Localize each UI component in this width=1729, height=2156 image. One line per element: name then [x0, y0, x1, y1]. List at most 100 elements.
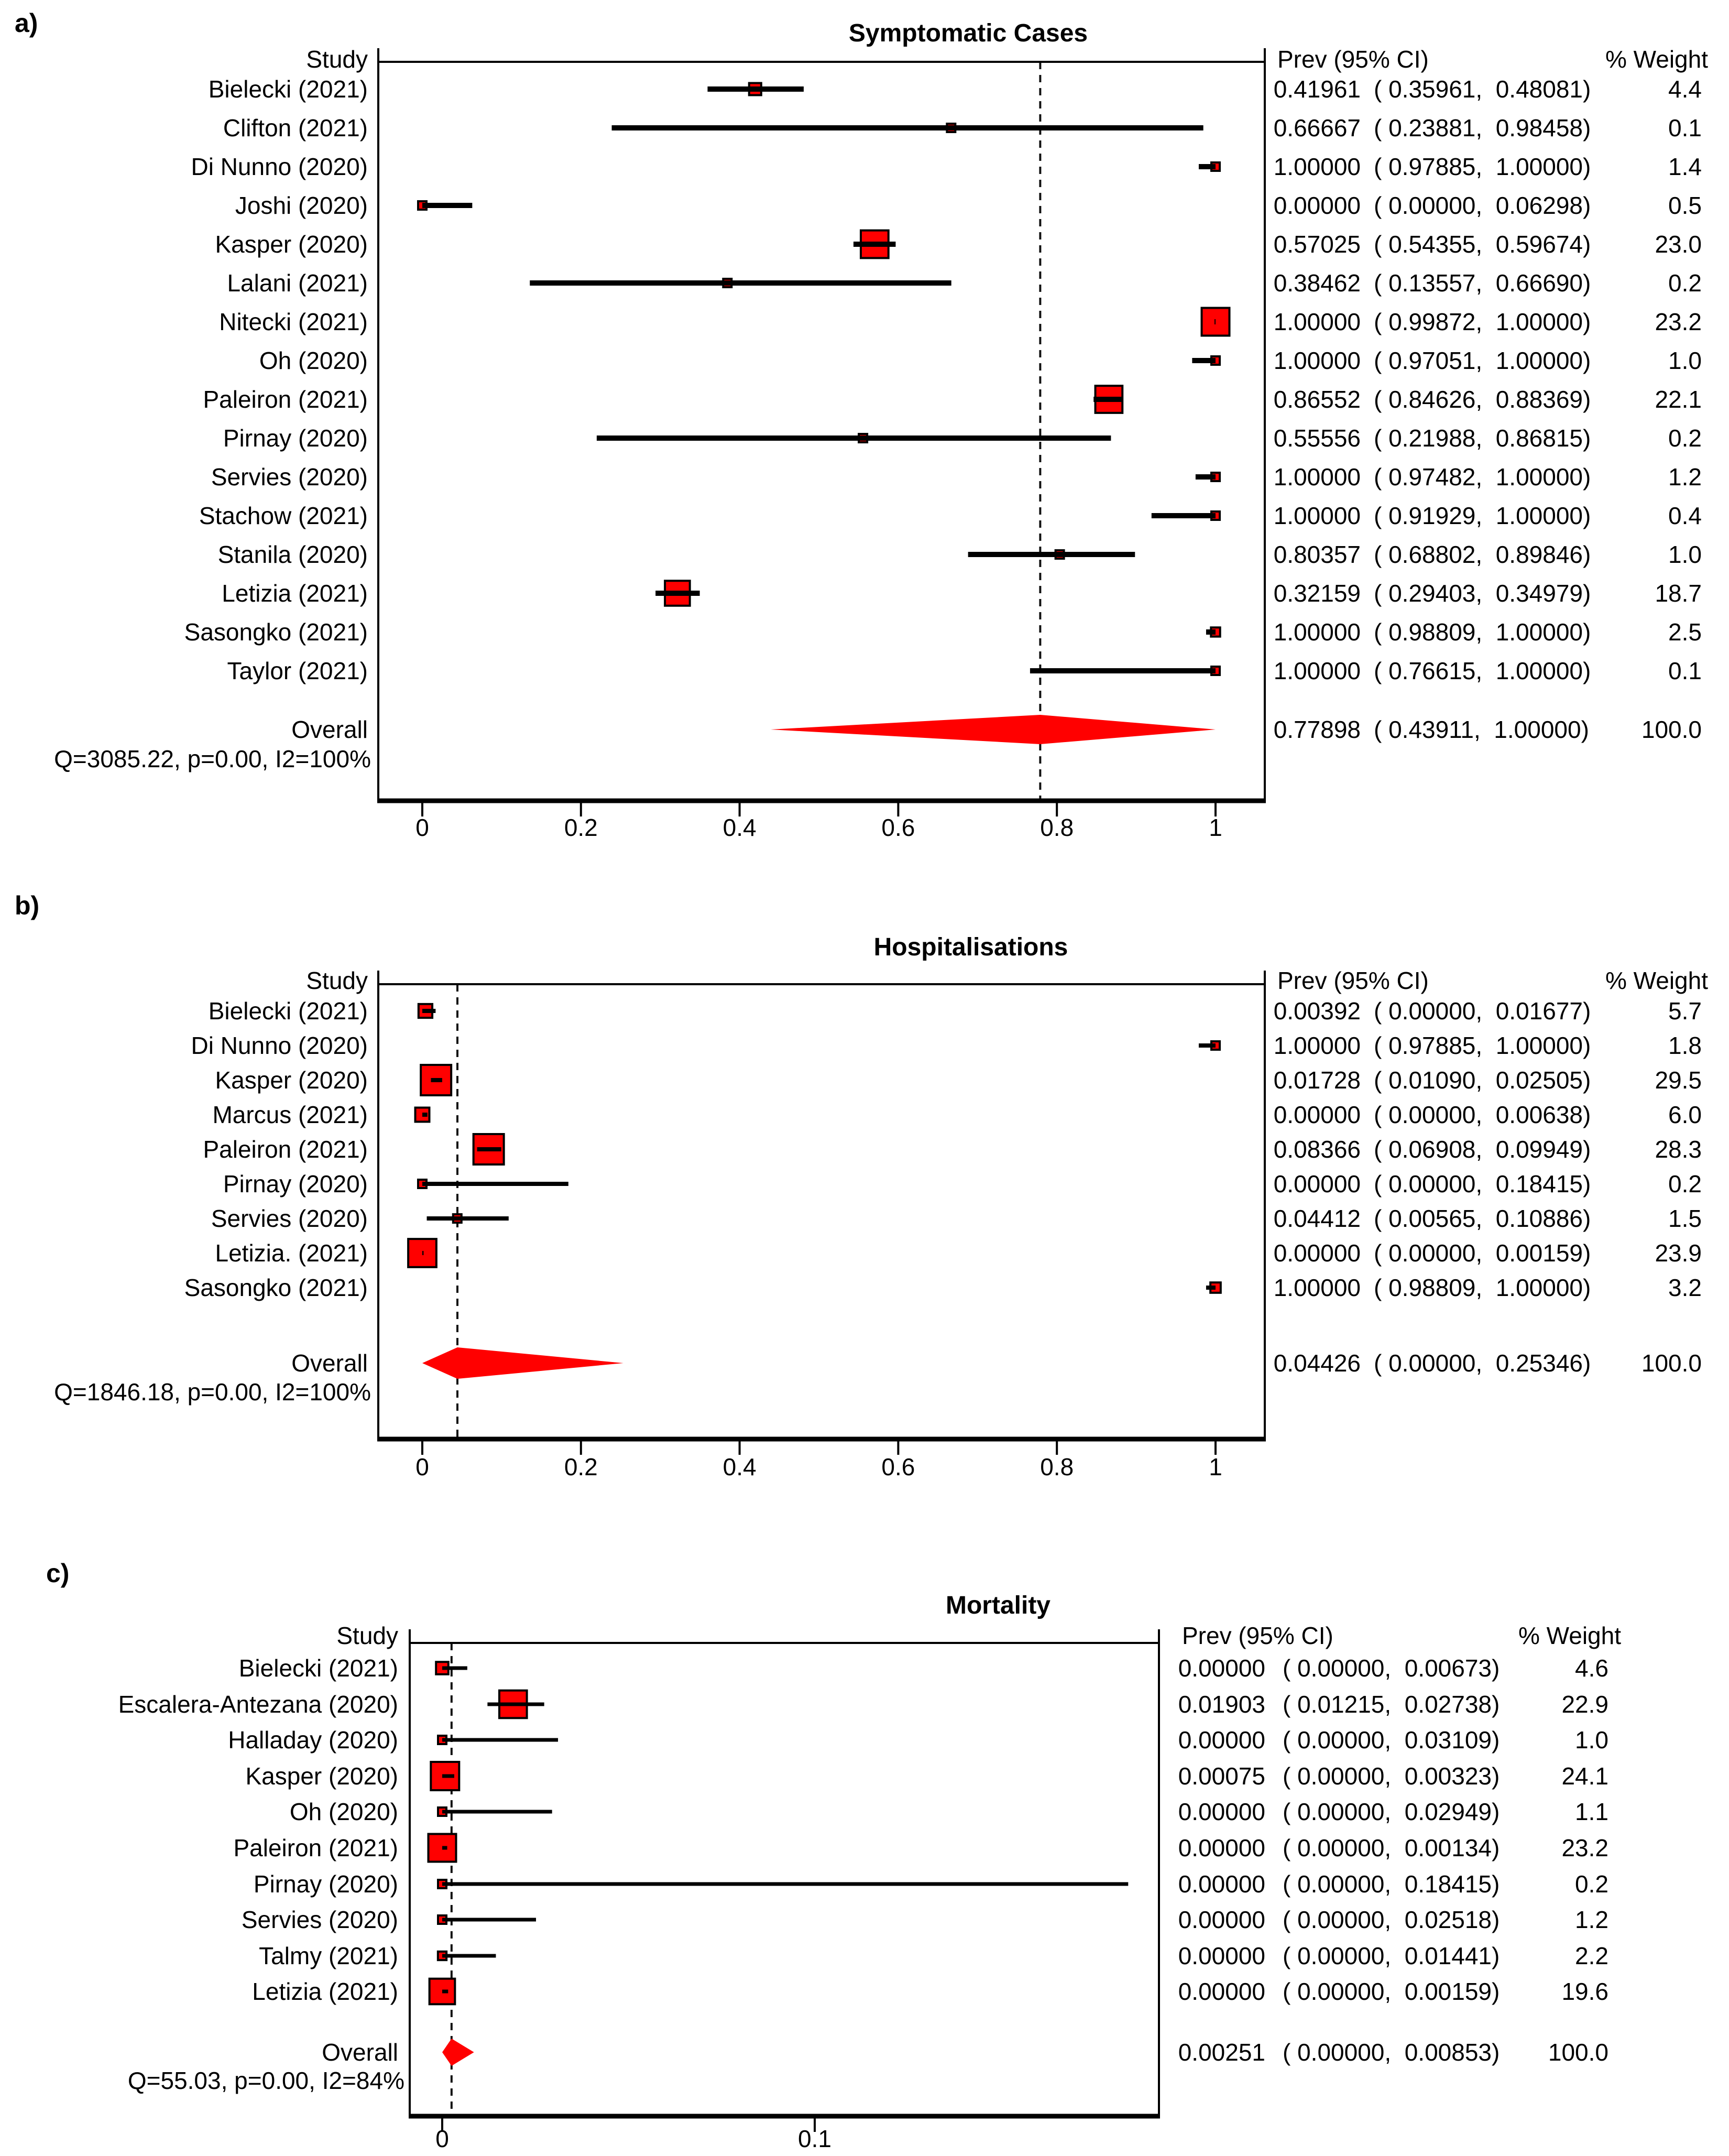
prev-value: 0.66667 — [1273, 114, 1361, 141]
prev-value: 0.00000 — [1178, 1870, 1265, 1898]
weight-value: 3.2 — [1668, 1274, 1702, 1301]
ci-value: ( 0.00000, 0.00853) — [1283, 2039, 1500, 2066]
weight-value: 1.5 — [1668, 1205, 1702, 1232]
ci-value: ( 0.00000, 0.01441) — [1283, 1942, 1500, 1969]
ci-value: ( 0.68802, 0.89846) — [1374, 541, 1591, 568]
overall-diamond — [770, 715, 1216, 744]
weight-value: 2.5 — [1668, 618, 1702, 646]
weight-value: 0.2 — [1575, 1870, 1608, 1898]
weight-value: 100.0 — [1641, 1349, 1702, 1377]
study-label: Sasongko (2021) — [184, 618, 368, 646]
axis-tick-label: 0.6 — [881, 1453, 915, 1480]
ci-value: ( 0.23881, 0.98458) — [1374, 114, 1591, 141]
weight-value: 29.5 — [1655, 1066, 1702, 1094]
ci-value: ( 0.43911, 1.00000) — [1374, 716, 1589, 743]
study-label: Servies (2020) — [211, 1205, 368, 1232]
study-label: Kasper (2020) — [215, 231, 368, 258]
prev-value: 0.41961 — [1273, 75, 1361, 103]
axis-tick-label: 0 — [435, 2125, 449, 2152]
prev-value: 0.32159 — [1273, 580, 1361, 607]
weight-value: 1.0 — [1668, 347, 1702, 374]
prev-value: 0.57025 — [1273, 231, 1361, 258]
prev-value: 0.04426 — [1273, 1349, 1361, 1377]
study-label: Bielecki (2021) — [208, 997, 368, 1025]
study-label: Bielecki (2021) — [238, 1654, 398, 1682]
ci-value: ( 0.01215, 0.02738) — [1283, 1691, 1500, 1718]
panel-title: Hospitalisations — [873, 933, 1068, 961]
weight-value: 1.2 — [1668, 463, 1702, 491]
weight-value: 4.6 — [1575, 1654, 1608, 1682]
prev-value: 0.00000 — [1178, 1726, 1265, 1754]
weight-value: 1.1 — [1575, 1798, 1608, 1825]
weight-value: 2.2 — [1575, 1942, 1608, 1969]
study-label: Letizia (2021) — [252, 1978, 398, 2005]
heterogeneity-stats: Q=55.03, p=0.00, I2=84% — [127, 2067, 404, 2094]
study-label: Di Nunno (2020) — [191, 153, 368, 180]
axis-tick-label: 0.4 — [723, 1453, 757, 1480]
weight-value: 100.0 — [1548, 2039, 1608, 2066]
plot-frame — [409, 1629, 1160, 2116]
axis-tick-label: 0 — [415, 1453, 429, 1480]
study-label: Taylor (2021) — [227, 657, 368, 684]
ci-value: ( 0.00000, 0.06298) — [1374, 192, 1591, 219]
prev-value: 0.00000 — [1273, 1101, 1361, 1128]
weight-value: 1.8 — [1668, 1032, 1702, 1059]
plot-frame — [377, 971, 1266, 1439]
prev-value: 0.00000 — [1178, 1834, 1265, 1861]
column-header-prev: Prev (95% CI) — [1182, 1622, 1333, 1649]
overall-label: Overall — [322, 2039, 398, 2066]
prev-value: 0.00000 — [1178, 1906, 1265, 1933]
prev-value: 0.08366 — [1273, 1136, 1361, 1163]
axis-tick-label: 0.8 — [1040, 814, 1074, 841]
weight-value: 19.6 — [1561, 1978, 1608, 2005]
weight-value: 22.1 — [1655, 386, 1702, 413]
study-label: Pirnay (2020) — [223, 424, 368, 452]
ci-value: ( 0.00000, 0.25346) — [1374, 1349, 1591, 1377]
weight-value: 6.0 — [1668, 1101, 1702, 1128]
study-label: Clifton (2021) — [223, 114, 368, 141]
study-label: Pirnay (2020) — [223, 1170, 368, 1197]
ci-value: ( 0.00000, 0.03109) — [1283, 1726, 1500, 1754]
axis-tick-label: 0.2 — [564, 1453, 598, 1480]
ci-value: ( 0.00000, 0.01677) — [1374, 997, 1591, 1025]
prev-value: 0.00000 — [1273, 1170, 1361, 1197]
weight-value: 22.9 — [1561, 1691, 1608, 1718]
panel-title: Mortality — [945, 1592, 1050, 1619]
prev-value: 1.00000 — [1273, 657, 1361, 684]
panel-letter: a) — [15, 8, 38, 38]
prev-value: 0.00000 — [1273, 192, 1361, 219]
study-label: Lalani (2021) — [227, 269, 368, 297]
ci-value: ( 0.29403, 0.34979) — [1374, 580, 1591, 607]
study-label: Stanila (2020) — [217, 541, 368, 568]
ci-value: ( 0.97885, 1.00000) — [1374, 1032, 1591, 1059]
weight-value: 0.2 — [1668, 269, 1702, 297]
ci-value: ( 0.84626, 0.88369) — [1374, 386, 1591, 413]
study-label: Di Nunno (2020) — [191, 1032, 368, 1059]
ci-value: ( 0.98809, 1.00000) — [1374, 1274, 1591, 1301]
column-header-study: Study — [306, 46, 368, 73]
prev-value: 0.77898 — [1273, 716, 1361, 743]
ci-value: ( 0.00000, 0.18415) — [1374, 1170, 1591, 1197]
study-label: Paleiron (2021) — [233, 1834, 398, 1861]
prev-value: 0.04412 — [1273, 1205, 1361, 1232]
ci-value: ( 0.00565, 0.10886) — [1374, 1205, 1591, 1232]
ci-value: ( 0.99872, 1.00000) — [1374, 308, 1591, 335]
prev-value: 1.00000 — [1273, 153, 1361, 180]
column-header-study: Study — [336, 1622, 398, 1649]
ci-value: ( 0.00000, 0.00134) — [1283, 1834, 1500, 1861]
weight-value: 28.3 — [1655, 1136, 1702, 1163]
weight-value: 23.0 — [1655, 231, 1702, 258]
ci-value: ( 0.00000, 0.00159) — [1374, 1239, 1591, 1267]
ci-value: ( 0.97482, 1.00000) — [1374, 463, 1591, 491]
axis-tick-label: 0 — [415, 814, 429, 841]
study-label: Sasongko (2021) — [184, 1274, 368, 1301]
prev-value: 1.00000 — [1273, 463, 1361, 491]
study-label: Servies (2020) — [241, 1906, 398, 1933]
effect-marker — [407, 1238, 437, 1268]
ci-value: ( 0.06908, 0.09949) — [1374, 1136, 1591, 1163]
axis-tick-label: 1 — [1209, 814, 1222, 841]
ci-value: ( 0.00000, 0.00673) — [1283, 1654, 1500, 1682]
ci-value: ( 0.00000, 0.00159) — [1283, 1978, 1500, 2005]
overall-label: Overall — [291, 716, 368, 743]
